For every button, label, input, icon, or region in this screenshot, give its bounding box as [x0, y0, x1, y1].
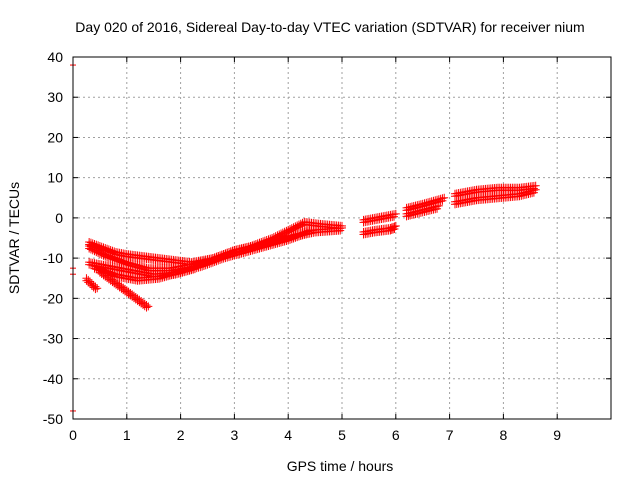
- data-point: [144, 302, 153, 311]
- chart-title: Day 020 of 2016, Sidereal Day-to-day VTE…: [75, 19, 584, 35]
- x-tick-label: 8: [500, 427, 508, 443]
- data-point: [84, 278, 93, 287]
- data-point: [391, 221, 400, 230]
- data-point: [440, 193, 449, 202]
- x-tick-label: 4: [284, 427, 292, 443]
- data-point: [284, 236, 293, 245]
- data-point: [302, 229, 311, 238]
- data-point: [296, 231, 305, 240]
- series-track-6: [95, 266, 153, 312]
- y-tick-label: 0: [55, 210, 63, 226]
- data-point: [285, 235, 294, 244]
- y-tick-label: 10: [47, 170, 63, 186]
- data-point: [91, 285, 100, 294]
- y-tick-label: 20: [47, 129, 63, 145]
- y-tick-label: -10: [43, 250, 63, 266]
- data-point: [296, 222, 305, 231]
- data-point: [291, 233, 300, 242]
- x-tick-label: 7: [446, 427, 454, 443]
- plot-area: [72, 56, 612, 420]
- y-tick-label: -40: [43, 371, 63, 387]
- data-point: [303, 229, 312, 238]
- data-point: [203, 260, 212, 269]
- axis-ticks: [72, 56, 611, 420]
- data-point: [289, 234, 298, 243]
- x-tick-label: 9: [553, 427, 561, 443]
- data-point: [217, 255, 226, 264]
- data-point: [214, 256, 223, 265]
- data-point: [298, 231, 307, 240]
- data-point: [207, 259, 216, 268]
- y-tick-label: 40: [47, 49, 63, 65]
- x-axis-label: GPS time / hours: [287, 458, 394, 474]
- x-tick-label: 1: [123, 427, 131, 443]
- data-point: [82, 276, 91, 285]
- series-track-8: [359, 209, 400, 227]
- data-point: [86, 280, 95, 289]
- data-point: [93, 284, 102, 293]
- data-point: [391, 209, 400, 218]
- data-point: [198, 262, 207, 271]
- y-tick-label: -20: [43, 290, 63, 306]
- data-point: [201, 261, 210, 270]
- data-point: [89, 283, 98, 292]
- data-point: [300, 230, 309, 239]
- y-axis-label: SDTVAR / TECUs: [6, 182, 22, 294]
- data-point: [293, 233, 302, 242]
- y-tick-label: -50: [43, 411, 63, 427]
- data-point: [287, 235, 296, 244]
- series-track-12: [450, 181, 540, 201]
- data-point: [210, 257, 219, 266]
- x-tick-label: 3: [231, 427, 239, 443]
- data-point: [199, 261, 208, 270]
- x-tick-label: 6: [392, 427, 400, 443]
- data-point: [87, 281, 96, 290]
- x-tick-label: 2: [177, 427, 185, 443]
- x-tick-label: 5: [338, 427, 346, 443]
- series-track-7: [359, 221, 400, 239]
- y-tick-label: -30: [43, 331, 63, 347]
- data-point: [531, 181, 540, 190]
- axis-tick-labels: 0 1 2 3 4 5 6 7 8 9 -50 -40 -30 -20 -10 0 10 20 30 40: [43, 49, 562, 443]
- data-point: [305, 225, 314, 234]
- y-tick-label: 30: [47, 89, 63, 105]
- series-track-10: [402, 193, 449, 215]
- grid: [73, 57, 611, 419]
- data-point: [216, 255, 225, 264]
- data-point: [205, 259, 214, 268]
- series-track-5: [82, 274, 102, 294]
- data-point: [142, 303, 151, 312]
- data-point: [294, 232, 303, 241]
- data-point: [208, 258, 217, 267]
- data-points: [70, 62, 540, 414]
- data-point: [212, 257, 221, 266]
- data-point: [338, 223, 346, 232]
- x-tick-label: 0: [69, 427, 77, 443]
